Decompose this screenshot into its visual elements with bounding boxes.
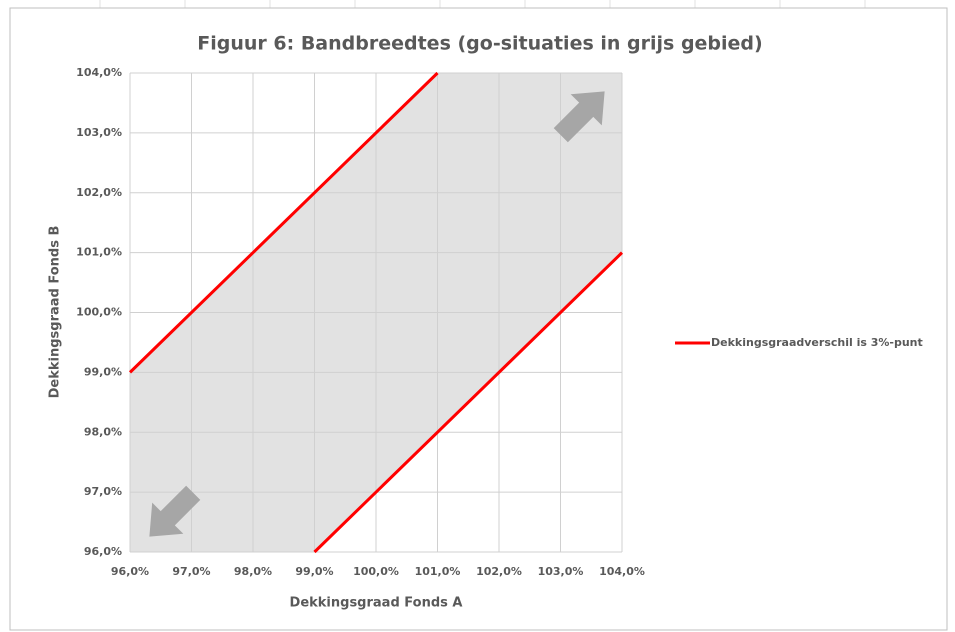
x-tick-label: 104,0% [599,565,645,578]
y-tick-label: 101,0% [76,246,122,259]
x-tick-label: 99,0% [295,565,333,578]
arrow-down-left [149,485,201,537]
y-axis-label: Dekkingsgraad Fonds B [48,226,63,399]
x-tick-label: 96,0% [111,565,149,578]
y-tick-label: 100,0% [76,306,122,319]
sheet-grid [99,0,866,8]
x-tick-label: 97,0% [172,565,210,578]
y-tick-label: 103,0% [76,126,122,139]
x-tick-label: 101,0% [415,565,461,578]
series-line [128,71,624,554]
y-tick-label: 102,0% [76,186,122,199]
x-tick-label: 102,0% [476,565,522,578]
x-tick-label: 98,0% [234,565,272,578]
y-tick-label: 96,0% [84,545,122,558]
x-tick-label: 103,0% [538,565,584,578]
arrow [553,91,605,143]
x-axis-label: Dekkingsgraad Fonds A [290,596,463,611]
arrow [149,485,201,537]
chart-title: Figuur 6: Bandbreedtes (go-situaties in … [197,33,762,55]
x-tick-label: 100,0% [353,565,399,578]
y-tick-label: 97,0% [84,485,122,498]
y-tick-label: 104,0% [76,66,122,79]
arrow-up-right [553,91,605,143]
legend-label: Dekkingsgraadverschil is 3%-punt [711,336,923,349]
y-tick-label: 99,0% [84,365,122,378]
y-tick-label: 98,0% [84,425,122,438]
plot: 96,0% 97,0% 98,0% 99,0% 100,0% 101,0% 102,0% 10… [76,66,923,578]
